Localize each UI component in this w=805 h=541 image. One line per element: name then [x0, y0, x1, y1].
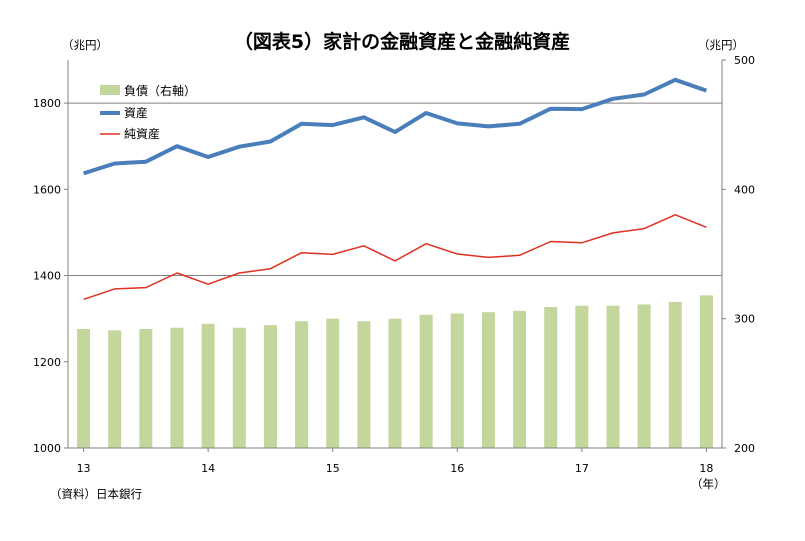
left-tick-label: 1600 [33, 183, 61, 196]
debt-bar [77, 329, 91, 448]
x-axis-unit: （年） [691, 477, 726, 491]
x-tick-label: 14 [201, 462, 215, 475]
right-axis-ticks: 200 300 400 500 [722, 54, 755, 455]
legend-label-net-assets: 純資産 [124, 126, 160, 141]
left-axis-unit: （兆円） [62, 38, 108, 52]
net-assets-line [83, 214, 707, 301]
debt-bar [575, 305, 589, 448]
right-tick-label: 200 [734, 442, 755, 455]
debt-bar [606, 305, 620, 448]
debt-bar [544, 307, 558, 448]
debt-bar [326, 318, 340, 448]
debt-bar [232, 327, 246, 448]
x-tick-label: 17 [575, 462, 589, 475]
debt-bar [357, 321, 371, 448]
debt-bar [108, 330, 122, 448]
debt-bar [513, 310, 527, 448]
debt-bar [668, 301, 682, 448]
right-tick-label: 500 [734, 54, 755, 67]
debt-bar [295, 321, 309, 448]
right-tick-label: 300 [734, 313, 755, 326]
x-axis-ticks: 13 14 15 16 17 18 [77, 448, 713, 475]
left-tick-label: 1400 [33, 270, 61, 283]
assets-line [82, 77, 708, 176]
chart-title: （図表5）家計の金融資産と金融純資産 [234, 30, 570, 53]
debt-bars [77, 295, 713, 448]
legend-label-assets: 資産 [124, 105, 148, 120]
debt-bar [388, 318, 402, 448]
source-note: （資料）日本銀行 [50, 487, 142, 501]
x-tick-label: 18 [699, 462, 713, 475]
axes [67, 60, 723, 449]
debt-bar [263, 325, 277, 448]
right-axis-unit: （兆円） [698, 38, 744, 52]
debt-bar [481, 312, 495, 448]
gridlines [68, 102, 722, 277]
legend-label-debt: 負債（右軸） [124, 83, 196, 98]
left-tick-label: 1200 [33, 356, 61, 369]
x-tick-label: 15 [326, 462, 340, 475]
right-tick-label: 400 [734, 183, 755, 196]
x-tick-label: 16 [450, 462, 464, 475]
legend: 負債（右軸） 資産 純資産 [100, 83, 196, 141]
left-tick-label: 1800 [33, 97, 61, 110]
debt-bar [637, 304, 651, 448]
legend-swatch-debt [100, 85, 120, 95]
debt-bar [419, 314, 433, 448]
debt-bar [170, 327, 184, 448]
series-lines [82, 77, 708, 301]
x-tick-label: 13 [77, 462, 91, 475]
left-axis-ticks: 1000 1200 1400 1600 1800 [33, 97, 68, 455]
debt-bar [201, 323, 215, 448]
debt-bar [450, 313, 464, 448]
debt-bar [699, 295, 713, 448]
left-tick-label: 1000 [33, 442, 61, 455]
debt-bar [139, 329, 153, 448]
